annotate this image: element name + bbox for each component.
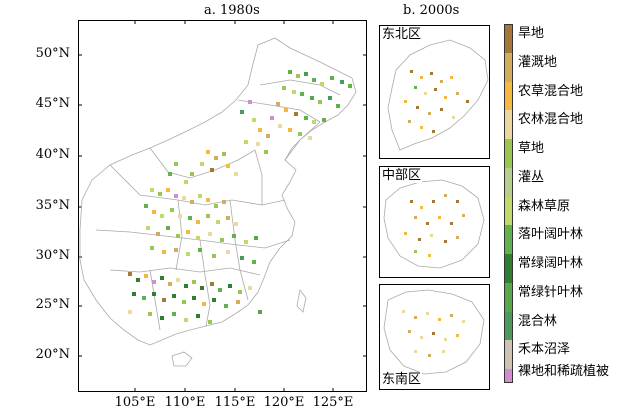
legend-swatch-5 [504,168,513,197]
legend-label-crop-grass: 农草混合地 [518,84,584,99]
lon-label-105: 105°E [114,395,156,410]
inset-central [379,166,490,278]
main-map-title: a. 1980s [204,3,260,18]
legend-swatch-6 [504,197,513,225]
legend-label-crop-forest: 农林混合地 [518,112,584,127]
legend-swatch-3 [504,110,513,139]
legend-label-dryland: 旱地 [518,26,545,41]
main-map [78,20,367,392]
china-outline [79,37,357,346]
legend-swatch-4 [504,139,513,168]
legend-label-mixed-forest: 混合林 [518,314,558,329]
legend-swatch-11 [504,340,513,369]
inset-central-outline [383,179,485,269]
lon-label-115: 115°E [214,395,256,410]
lat-label-20: 20°N [35,347,70,362]
legend-swatch-7 [504,225,513,254]
lon-label-110: 110°E [164,395,206,410]
lon-label-125: 125°E [312,395,354,410]
legend-label-forest-steppe: 森林草原 [518,199,571,214]
region-label-northeast: 东北区 [381,27,423,42]
legend-label-evergreen-broadleaf: 常绿阔叶林 [518,256,584,271]
legend-label-marsh: 禾本沼泽 [518,342,571,357]
lat-label-30: 30°N [35,248,70,263]
lat-label-25: 25°N [35,297,70,312]
legend-label-irrigated: 灌溉地 [518,55,558,70]
lat-label-35: 35°N [35,198,70,213]
hainan [171,351,193,367]
lon-label-120: 120°E [263,395,305,410]
inset-northeast-outline [387,39,489,151]
legend-label-evergreen-needle: 常绿针叶林 [518,285,584,300]
region-label-central: 中部区 [381,168,423,183]
legend-swatch-1 [504,53,513,82]
inset-southeast-outline [383,289,485,375]
legend-label-shrub: 灌丛 [518,170,545,185]
legend-swatch-12 [504,369,513,383]
region-label-southeast: 东南区 [381,372,423,387]
legend-label-grassland: 草地 [518,141,545,156]
legend-swatch-10 [504,312,513,340]
inset-map-title: b. 2000s [403,3,460,18]
lat-label-50: 50°N [35,46,70,61]
lat-label-40: 40°N [35,147,70,162]
lat-label-45: 45°N [35,96,70,111]
legend-swatch-8 [504,254,513,283]
legend-swatch-0 [504,24,513,53]
legend-swatch-9 [504,283,513,312]
legend-label-barren: 裸地和稀疏植被 [518,364,610,379]
legend-swatch-2 [504,82,513,110]
legend-label-deciduous-broadleaf: 落叶阔叶林 [518,227,584,242]
taiwan [296,289,307,313]
